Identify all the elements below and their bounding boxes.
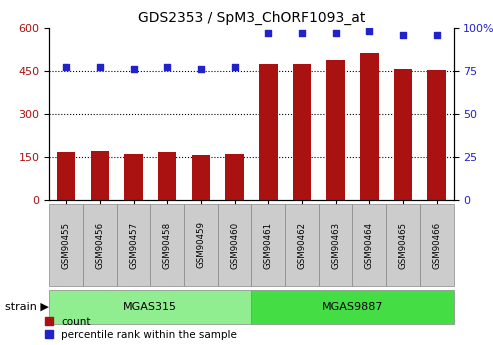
Text: GSM90458: GSM90458 xyxy=(163,221,172,268)
Text: GSM90465: GSM90465 xyxy=(398,221,408,268)
Text: MGAS9887: MGAS9887 xyxy=(322,302,383,312)
Text: GSM90464: GSM90464 xyxy=(365,221,374,268)
Point xyxy=(264,30,272,36)
Bar xyxy=(192,155,210,200)
Text: GSM90455: GSM90455 xyxy=(62,221,70,268)
Bar xyxy=(259,63,278,200)
Bar xyxy=(158,152,176,200)
Point xyxy=(197,66,205,72)
Bar xyxy=(91,151,109,200)
Point xyxy=(130,66,138,72)
Text: MGAS315: MGAS315 xyxy=(123,302,177,312)
Bar xyxy=(57,152,75,200)
Text: GSM90460: GSM90460 xyxy=(230,221,239,268)
Point xyxy=(332,30,340,36)
Point xyxy=(399,32,407,37)
Title: GDS2353 / SpM3_ChORF1093_at: GDS2353 / SpM3_ChORF1093_at xyxy=(138,11,365,25)
Text: GSM90461: GSM90461 xyxy=(264,221,273,268)
Point xyxy=(163,65,171,70)
Legend: count, percentile rank within the sample: count, percentile rank within the sample xyxy=(45,317,237,340)
Bar xyxy=(293,65,311,200)
Point xyxy=(433,32,441,37)
Text: GSM90456: GSM90456 xyxy=(95,221,105,268)
Bar xyxy=(360,53,379,200)
Point xyxy=(365,28,373,34)
Text: GSM90462: GSM90462 xyxy=(297,221,307,268)
Text: GSM90463: GSM90463 xyxy=(331,221,340,268)
Point xyxy=(298,30,306,36)
Text: GSM90457: GSM90457 xyxy=(129,221,138,268)
Bar xyxy=(225,154,244,200)
Bar xyxy=(124,154,143,200)
Text: GSM90466: GSM90466 xyxy=(432,221,441,268)
Bar xyxy=(394,69,412,200)
Bar xyxy=(326,60,345,200)
Point xyxy=(96,65,104,70)
Text: strain ▶: strain ▶ xyxy=(5,302,49,312)
Text: GSM90459: GSM90459 xyxy=(196,221,206,268)
Point xyxy=(231,65,239,70)
Point xyxy=(62,65,70,70)
Bar xyxy=(427,70,446,200)
